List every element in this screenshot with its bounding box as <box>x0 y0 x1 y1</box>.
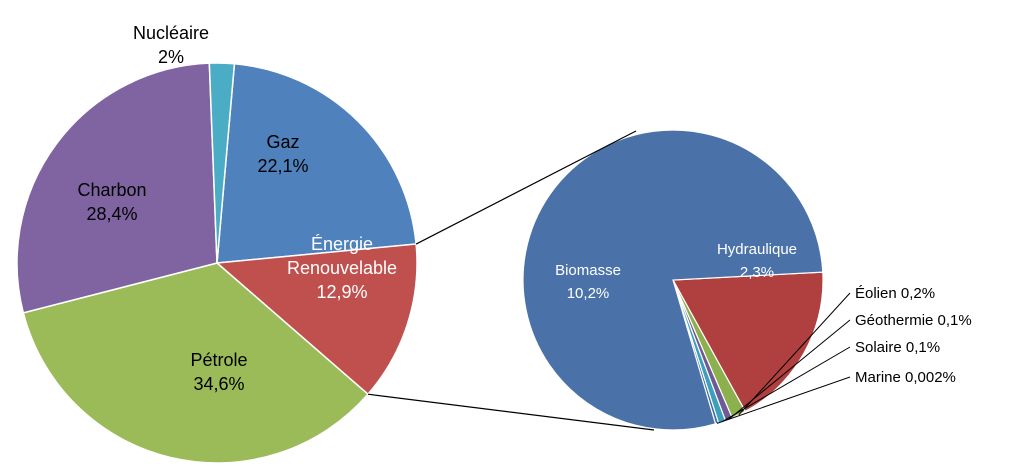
slice-charbon <box>16 62 218 314</box>
sub-slice-biomasse <box>522 129 824 431</box>
slice-energie-renouvelable <box>215 243 418 396</box>
value-petrole: 34,6% <box>193 374 244 394</box>
value-gaz: 22,1% <box>257 156 308 176</box>
value-energie-renouvelable: 12,9% <box>316 282 367 302</box>
value-biomasse: 10,2% <box>567 285 610 302</box>
label-hydraulique: Hydraulique <box>717 241 797 258</box>
label-petrole: Pétrole <box>190 350 247 370</box>
slice-nucleaire <box>208 62 236 264</box>
label-biomasse: Biomasse <box>555 262 621 279</box>
label-geothermie: Géothermie 0,1% <box>855 312 972 329</box>
slice-petrole <box>22 262 369 464</box>
value-hydraulique: 2,3% <box>740 264 774 281</box>
connector-lines <box>367 130 851 431</box>
leader-line-marine <box>716 376 851 424</box>
label-charbon: Charbon <box>77 180 146 200</box>
label-marine: Marine 0,002% <box>855 369 956 386</box>
value-charbon: 28,4% <box>86 204 137 224</box>
label-energie-renouvelable-line2: Renouvelable <box>287 258 397 278</box>
label-energie-renouvelable-line1: Énergie <box>311 234 373 254</box>
connector-line-top <box>415 130 637 245</box>
connector-line-bottom <box>367 393 655 431</box>
leader-line-solaire <box>721 346 851 423</box>
sub-slice-hydraulique <box>672 271 824 413</box>
main-pie <box>16 62 418 464</box>
leader-line-eolien <box>738 292 851 416</box>
label-nucleaire: Nucléaire <box>133 23 209 43</box>
value-nucleaire: 2% <box>158 47 184 67</box>
slice-gaz <box>216 62 417 264</box>
label-gaz: Gaz <box>266 132 299 152</box>
label-eolien: Éolien 0,2% <box>855 285 935 302</box>
leader-line-geothermie <box>728 319 851 420</box>
renewable-breakdown-pie <box>522 129 824 431</box>
label-solaire: Solaire 0,1% <box>855 339 940 356</box>
